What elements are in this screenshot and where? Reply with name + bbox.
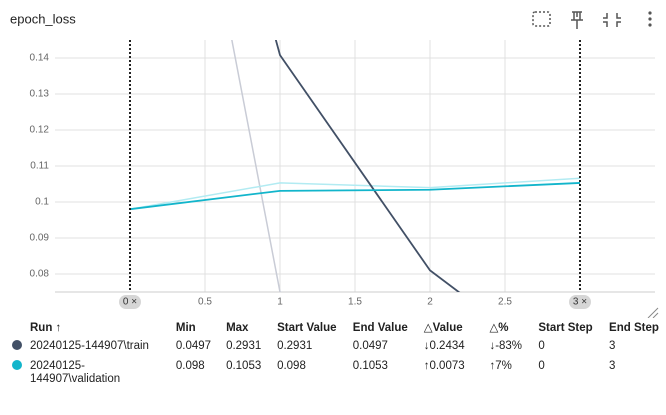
x-tick-label: 0.5 bbox=[198, 297, 212, 308]
marker-label: 0 × bbox=[123, 297, 137, 308]
marker-chip bbox=[119, 295, 141, 309]
column-header: Start Step bbox=[538, 322, 593, 334]
x-tick-label: 1 bbox=[277, 297, 283, 308]
run-dot bbox=[12, 360, 22, 370]
raw-line bbox=[129, 177, 581, 210]
fit-icon[interactable] bbox=[532, 11, 551, 27]
cell: 0.1053 bbox=[352, 360, 388, 372]
x-tick-label: 2 bbox=[427, 297, 433, 308]
toolbar[interactable] bbox=[532, 11, 652, 29]
cell: 3 bbox=[609, 340, 616, 352]
dot-header bbox=[0, 320, 26, 337]
marker-chip bbox=[569, 295, 591, 309]
cell: ↑0.0073 bbox=[423, 360, 465, 372]
resize-handle[interactable] bbox=[647, 307, 659, 319]
run-name: 20240125-144907\validation bbox=[30, 360, 121, 385]
run-color bbox=[0, 337, 26, 357]
column-header: End Value bbox=[352, 322, 408, 334]
y-tick-label: 0.08 bbox=[30, 269, 50, 280]
run-color bbox=[0, 357, 26, 389]
cell: 0.0497 bbox=[175, 340, 212, 352]
cell: 0 bbox=[538, 340, 545, 352]
fullscreen-icon[interactable] bbox=[603, 13, 621, 27]
cell: 0.098 bbox=[175, 360, 205, 372]
column-header: △% bbox=[489, 322, 509, 334]
cell: ↓0.2434 bbox=[423, 340, 465, 352]
column-header: △Value bbox=[423, 322, 463, 334]
smoothed-line bbox=[274, 40, 461, 292]
column-header: End Step bbox=[609, 322, 659, 334]
x-tick-label: 1.5 bbox=[348, 297, 362, 308]
run-name: 20240125-144907\train bbox=[30, 340, 149, 352]
run-row: 20240125-144907\validation 0.098 0.1053 0.0… bbox=[0, 357, 666, 389]
y-tick-label: 0.12 bbox=[30, 125, 50, 136]
y-tick-label: 0.09 bbox=[30, 233, 50, 244]
cell: 0.2931 bbox=[277, 340, 313, 352]
column-header: Start Value bbox=[277, 322, 337, 334]
column-header: Min bbox=[175, 322, 196, 334]
menu-icon[interactable] bbox=[648, 11, 652, 27]
cell: 3 bbox=[609, 360, 616, 372]
column-header: Run ↑ bbox=[30, 322, 62, 334]
run-table: Run ↑ Min Max Start Value End Value △Value △% S… bbox=[0, 320, 666, 389]
cell: 0.098 bbox=[277, 360, 306, 372]
y-tick-label: 0.1 bbox=[35, 197, 49, 208]
cell: ↑7% bbox=[489, 360, 512, 372]
chart-title: epoch_loss bbox=[10, 11, 76, 26]
pin-icon[interactable] bbox=[571, 11, 583, 29]
marker-label: 3 × bbox=[573, 297, 587, 308]
run-row: 20240125-144907\train 0.0497 0.2931 0.2931 0… bbox=[0, 337, 666, 357]
y-tick-label: 0.11 bbox=[30, 161, 49, 172]
cell: 0.2931 bbox=[226, 340, 262, 352]
chart: epoch_loss 0.08 0.09 0.1 0.11 0.12 0.13 0.14 0.… bbox=[10, 11, 659, 319]
cell: 0 bbox=[538, 360, 545, 372]
x-tick-label: 2.5 bbox=[498, 297, 512, 308]
column-header: Max bbox=[226, 322, 249, 334]
header-row: Run ↑ Min Max Start Value End Value △Value △% S… bbox=[0, 320, 666, 337]
y-tick-label: 0.14 bbox=[30, 53, 50, 64]
cell: ↓-83% bbox=[489, 340, 523, 352]
run-dot bbox=[12, 340, 22, 350]
y-tick-label: 0.13 bbox=[30, 89, 50, 100]
plot-area bbox=[129, 40, 581, 292]
cell: 0.1053 bbox=[226, 360, 262, 372]
smoothed-line bbox=[129, 182, 581, 211]
cell: 0.0497 bbox=[352, 340, 388, 352]
